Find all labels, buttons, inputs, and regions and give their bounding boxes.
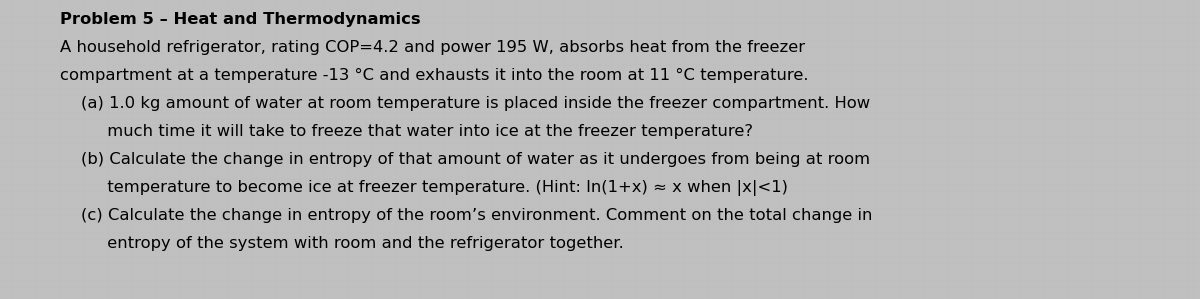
Text: compartment at a temperature -13 °C and exhausts it into the room at 11 °C tempe: compartment at a temperature -13 °C and … <box>60 68 809 83</box>
Text: entropy of the system with room and the refrigerator together.: entropy of the system with room and the … <box>60 236 624 251</box>
Text: Problem 5 – Heat and Thermodynamics: Problem 5 – Heat and Thermodynamics <box>60 12 421 27</box>
Text: (c) Calculate the change in entropy of the room’s environment. Comment on the to: (c) Calculate the change in entropy of t… <box>60 208 872 223</box>
Text: A household refrigerator, rating COP=4.2 and power 195 W, absorbs heat from the : A household refrigerator, rating COP=4.2… <box>60 40 805 55</box>
Text: much time it will take to freeze that water into ice at the freezer temperature?: much time it will take to freeze that wa… <box>60 124 754 139</box>
Text: (a) 1.0 kg amount of water at room temperature is placed inside the freezer comp: (a) 1.0 kg amount of water at room tempe… <box>60 96 870 111</box>
Text: temperature to become ice at freezer temperature. (Hint: In(1+x) ≈ x when |x|<1): temperature to become ice at freezer tem… <box>60 180 788 196</box>
Text: (b) Calculate the change in entropy of that amount of water as it undergoes from: (b) Calculate the change in entropy of t… <box>60 152 870 167</box>
